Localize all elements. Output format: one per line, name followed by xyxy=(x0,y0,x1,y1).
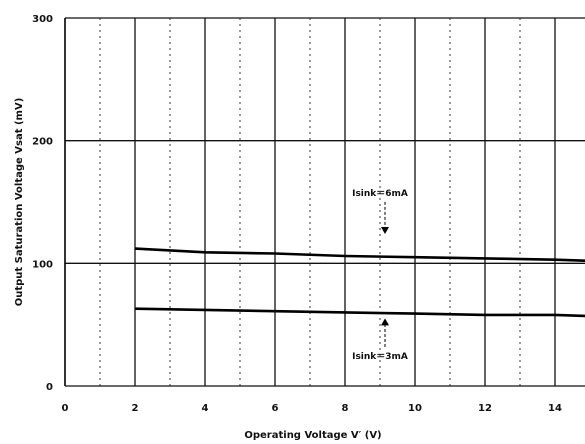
x-tick-label: 2 xyxy=(132,403,139,414)
y-tick-label: 100 xyxy=(32,259,53,270)
x-tick-label: 12 xyxy=(478,403,492,414)
series-line xyxy=(134,247,585,263)
y-tick-label: 200 xyxy=(32,137,53,148)
series-group xyxy=(134,247,585,318)
annotation-label: Isink＝3mA xyxy=(352,352,408,362)
x-tick-label: 6 xyxy=(272,403,279,414)
annotation-label: Isink＝6mA xyxy=(352,189,408,199)
y-tick-label: 0 xyxy=(46,382,53,393)
series-line xyxy=(134,307,585,318)
x-tick-label: 10 xyxy=(408,403,422,414)
annotations: Isink＝6mA Isink＝3mA xyxy=(352,189,408,362)
x-tick-label: 14 xyxy=(548,403,562,414)
grid xyxy=(65,17,585,387)
y-axis-label: Output Saturation Voltage Vsat (mV) xyxy=(14,98,25,307)
x-tick-label: 0 xyxy=(62,403,69,414)
annotation-arrowhead xyxy=(381,318,389,326)
annotation-arrowhead xyxy=(381,226,389,234)
y-tick-label: 300 xyxy=(32,14,53,25)
x-axis-label: Operating Voltage V′ (V) xyxy=(244,430,381,441)
tick-labels: 0 2 4 6 8 10 12 14 0 100 200 300 xyxy=(32,14,562,414)
x-tick-label: 4 xyxy=(202,403,209,414)
x-tick-label: 8 xyxy=(342,403,349,414)
